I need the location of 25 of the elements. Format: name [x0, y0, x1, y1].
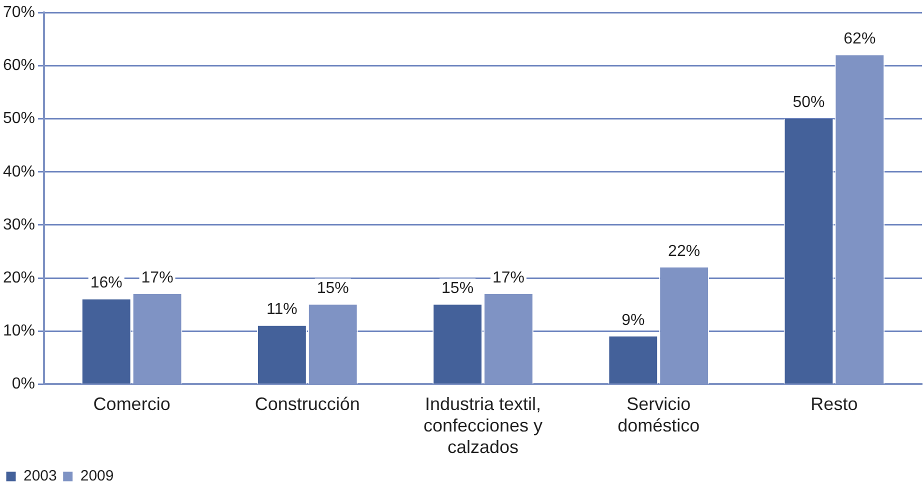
- data-label: 22%: [668, 242, 700, 260]
- legend-label: 2009: [80, 468, 114, 485]
- y-tick-label: 20%: [2, 269, 36, 286]
- y-tick-label: 40%: [2, 163, 36, 180]
- y-tick-label: 30%: [2, 216, 36, 234]
- data-label: 15%: [316, 280, 349, 297]
- x-tick-label: Industria textil, confecciones y calzados: [423, 394, 543, 458]
- x-tick-label: Servicio doméstico: [618, 394, 700, 436]
- data-label: 15%: [442, 280, 474, 297]
- x-tick-label: Construcción: [254, 394, 360, 414]
- data-label: 62%: [844, 30, 876, 48]
- data-label: 17%: [492, 269, 524, 286]
- x-tick-label: Resto: [810, 394, 858, 414]
- data-label: 9%: [622, 312, 645, 329]
- data-label: 17%: [141, 269, 174, 286]
- data-label: 16%: [90, 274, 122, 292]
- x-tick-label: Comercio: [93, 394, 170, 414]
- y-tick-label: 10%: [2, 322, 36, 340]
- data-label: 50%: [792, 94, 825, 112]
- y-tick-label: 0%: [12, 376, 36, 393]
- data-label: 11%: [266, 301, 298, 318]
- y-tick-label: 60%: [2, 57, 36, 74]
- y-tick-label: 50%: [2, 110, 36, 128]
- legend-label: 2003: [24, 468, 57, 485]
- y-tick-label: 70%: [2, 4, 36, 22]
